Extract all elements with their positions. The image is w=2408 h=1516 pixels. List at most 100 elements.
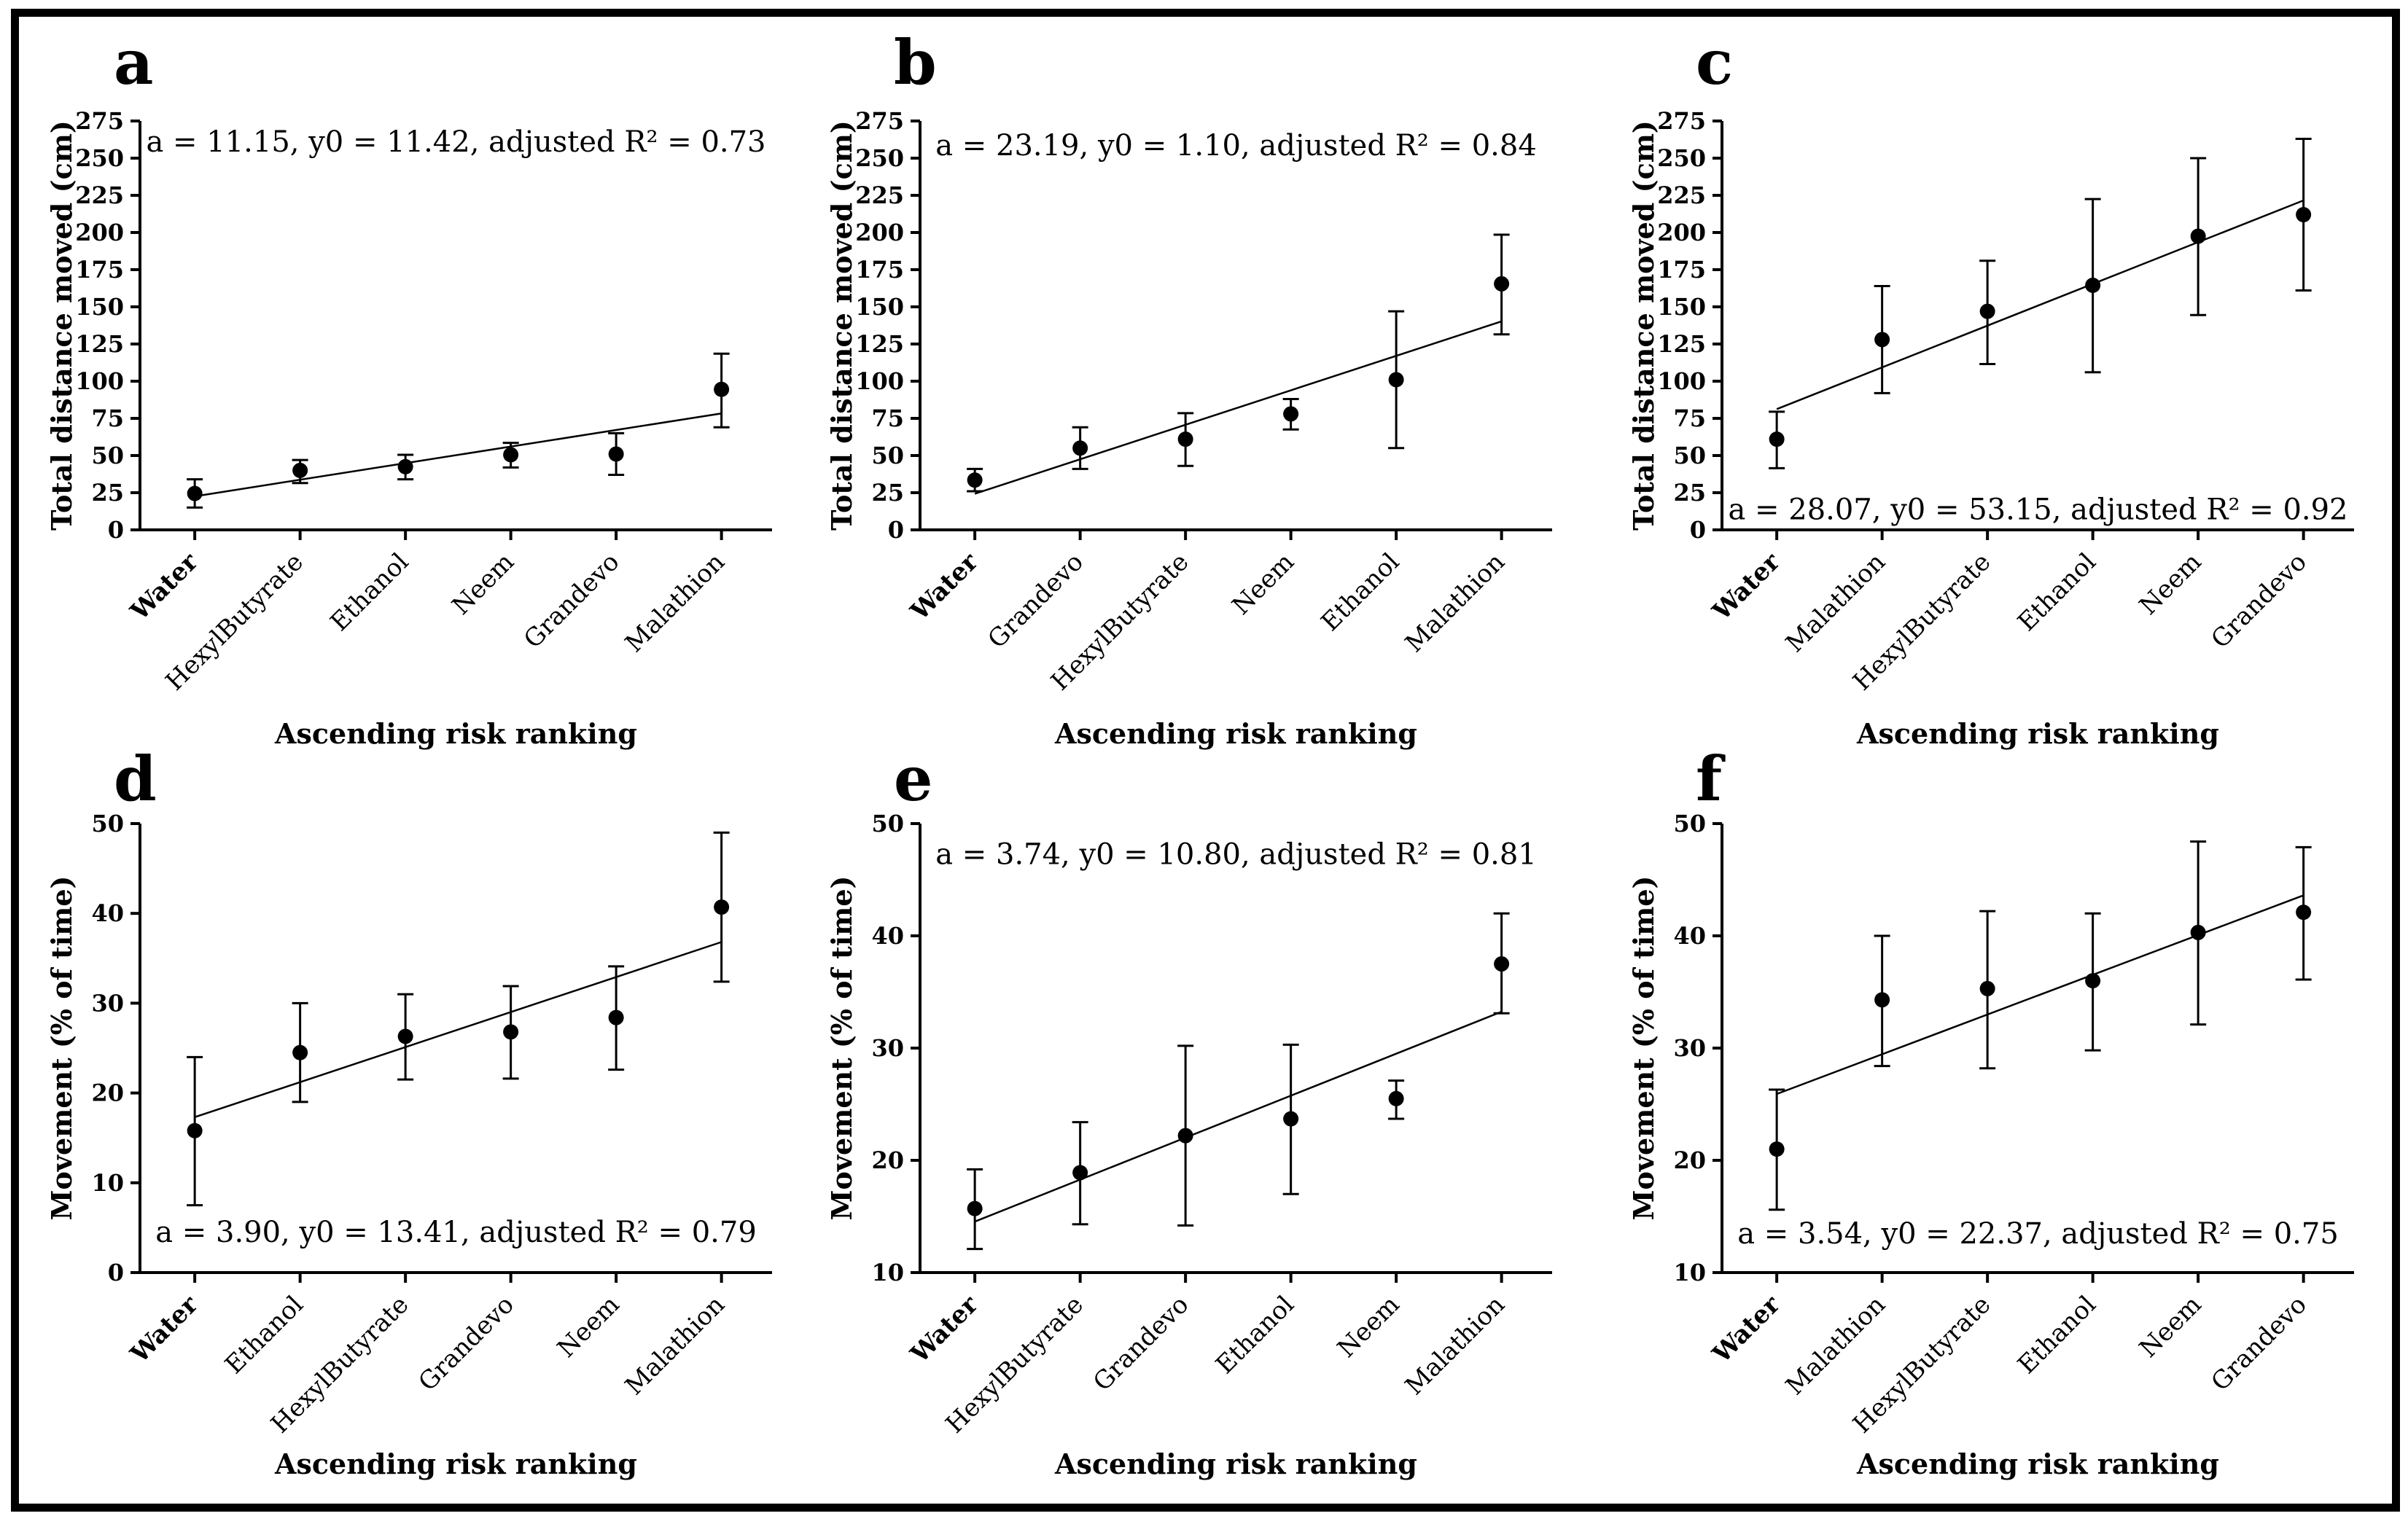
y-tick-label: 20	[91, 1079, 124, 1107]
y-tick-label: 0	[108, 1259, 124, 1286]
y-tick-label: 150	[75, 293, 124, 321]
data-point	[503, 447, 519, 463]
y-tick-label: 20	[871, 1146, 904, 1174]
fit-annotation: a = 28.07, y0 = 53.15, adjusted R² = 0.9…	[1728, 493, 2347, 527]
category-label: Malathion	[620, 547, 730, 658]
panel-letter: f	[1696, 743, 1726, 815]
category-label: Ethanol	[1210, 1290, 1300, 1380]
y-tick-label: 0	[1690, 516, 1706, 544]
y-tick-label: 225	[75, 181, 124, 209]
data-point	[1874, 332, 1890, 348]
data-point	[292, 462, 308, 478]
x-axis-label: Ascending risk ranking	[1054, 717, 1417, 750]
data-point	[1283, 1111, 1299, 1127]
y-axis-label: Total distance moved (cm)	[45, 120, 78, 531]
data-point	[397, 458, 413, 474]
y-tick-label: 25	[1673, 479, 1706, 507]
category-label: Ethanol	[1316, 547, 1406, 637]
y-tick-label: 10	[871, 1259, 904, 1286]
category-label: Ethanol	[219, 1290, 309, 1380]
y-axis-label: Total distance moved (cm)	[825, 120, 858, 531]
y-tick-label: 0	[888, 516, 904, 544]
category-label: Grandevo	[2206, 547, 2312, 654]
category-label: Malathion	[1780, 1290, 1891, 1401]
category-label: Water	[1707, 1289, 1786, 1369]
panel-letter: e	[894, 743, 932, 815]
y-tick-label: 75	[91, 405, 124, 432]
category-label: Malathion	[1780, 547, 1891, 658]
y-tick-label: 200	[1657, 219, 1706, 246]
panel-a: a 0 25 50 75 100 125 150 175 200 225 250 275 Water Hex…	[44, 15, 809, 751]
data-point	[1388, 372, 1404, 388]
figure-frame	[11, 9, 2400, 1512]
y-tick-label: 30	[871, 1034, 904, 1062]
y-tick-label: 275	[855, 107, 904, 135]
category-label: Neem	[2134, 1290, 2208, 1364]
category-label: Neem	[2134, 547, 2208, 621]
category-label: Neem	[1226, 547, 1300, 621]
y-tick-label: 200	[855, 219, 904, 246]
data-point	[1072, 440, 1088, 456]
category-label: Neem	[552, 1290, 626, 1364]
y-tick-label: 100	[75, 367, 124, 395]
category-label: Malathion	[620, 1290, 730, 1401]
regression-line	[974, 320, 1503, 495]
y-tick-label: 225	[1657, 181, 1706, 209]
y-tick-label: 40	[91, 899, 124, 927]
y-tick-label: 50	[871, 442, 904, 469]
panel-letter: c	[1696, 26, 1733, 98]
panel-b-chart: b 0 25 50 75 100 125 150 175 200 225 250 275 WaterGra…	[825, 26, 1552, 750]
data-point	[1494, 956, 1510, 972]
category-label: Neem	[1332, 1290, 1406, 1364]
panel-letter: d	[114, 743, 157, 815]
data-point	[1283, 406, 1299, 422]
y-tick-label: 75	[871, 405, 904, 432]
regression-line	[194, 941, 722, 1118]
data-point	[1494, 276, 1510, 292]
data-point	[714, 899, 730, 915]
y-tick-label: 0	[108, 516, 124, 544]
data-point	[967, 472, 983, 488]
y-tick-label: 50	[91, 442, 124, 469]
panel-letter: b	[894, 26, 937, 98]
y-tick-label: 50	[91, 810, 124, 837]
y-tick-label: 30	[1673, 1034, 1706, 1062]
data-point	[2085, 277, 2101, 293]
x-axis-label: Ascending risk ranking	[274, 1447, 637, 1480]
data-point	[2190, 228, 2206, 244]
data-point	[1874, 992, 1890, 1008]
y-tick-label: 175	[855, 256, 904, 284]
fit-annotation: a = 11.15, y0 = 11.42, adjusted R² = 0.7…	[146, 125, 765, 159]
data-point	[1072, 1165, 1088, 1181]
category-label: Malathion	[1400, 1290, 1511, 1401]
y-tick-label: 40	[871, 922, 904, 950]
y-tick-label: 10	[1673, 1259, 1706, 1286]
category-label: Grandevo	[2206, 1290, 2312, 1396]
y-tick-label: 25	[91, 479, 124, 507]
category-label: Grandevo	[1088, 1290, 1194, 1396]
y-tick-label: 200	[75, 219, 124, 246]
fit-annotation: a = 3.74, y0 = 10.80, adjusted R² = 0.81	[935, 837, 1537, 871]
data-point	[1177, 431, 1193, 448]
y-tick-label: 125	[855, 330, 904, 358]
category-label: Ethanol	[2012, 547, 2102, 637]
y-tick-label: 75	[1673, 405, 1706, 432]
y-tick-label: 250	[1657, 144, 1706, 172]
y-tick-label: 150	[1657, 293, 1706, 321]
y-tick-label: 150	[855, 293, 904, 321]
x-axis-label: Ascending risk ranking	[1856, 1447, 2219, 1480]
data-point	[397, 1028, 413, 1044]
y-tick-label: 50	[1673, 442, 1706, 469]
panel-a-chart: a0255075100125150175200225250275WaterHex…	[45, 26, 772, 750]
data-point	[1979, 980, 1995, 996]
category-label: Ethanol	[325, 547, 415, 637]
data-point	[2085, 973, 2101, 989]
data-point	[608, 1009, 624, 1025]
data-point	[503, 1024, 519, 1040]
y-tick-label: 50	[871, 810, 904, 837]
data-point	[292, 1044, 308, 1060]
data-point	[187, 485, 203, 501]
data-point	[714, 381, 730, 397]
